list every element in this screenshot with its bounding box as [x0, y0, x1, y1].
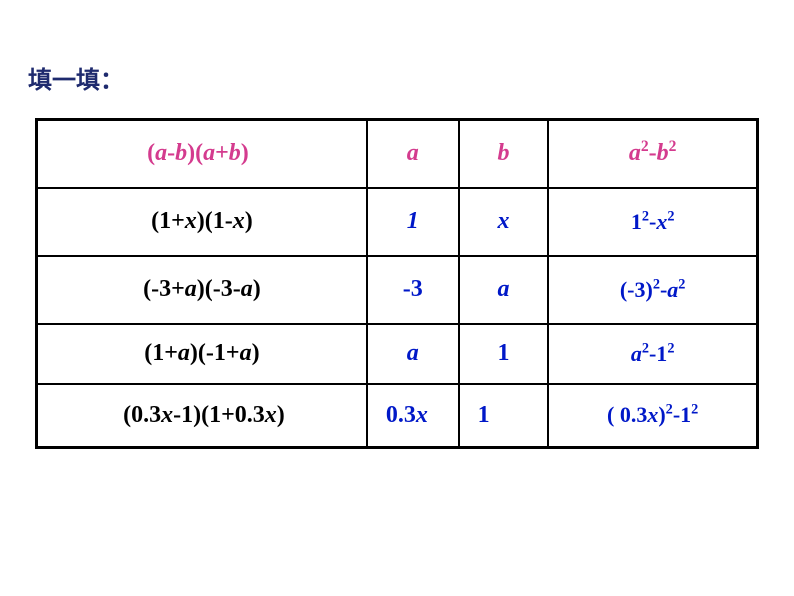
- cell-expression: (a-b)(a+b): [37, 120, 367, 188]
- cell-result: (-3)2-a2: [548, 256, 757, 324]
- cell-expression: (-3+a)(-3-a): [37, 256, 367, 324]
- cell-b: a: [459, 256, 549, 324]
- cell-a: 1: [367, 188, 459, 256]
- cell-result: ( 0.3x)2-12: [548, 384, 757, 448]
- table-row: (a-b)(a+b) a b a2-b2: [37, 120, 758, 188]
- cell-b: b: [459, 120, 549, 188]
- table-row: (-3+a)(-3-a) -3 a (-3)2-a2: [37, 256, 758, 324]
- math-table: (a-b)(a+b) a b a2-b2 (1+x)(1-x) 1 x 12-x…: [35, 118, 759, 449]
- cell-b: 1: [459, 324, 549, 384]
- cell-b: 1: [459, 384, 549, 448]
- table-row: (0.3x-1)(1+0.3x) 0.3x 1 ( 0.3x)2-12: [37, 384, 758, 448]
- cell-b: x: [459, 188, 549, 256]
- cell-result: 12-x2: [548, 188, 757, 256]
- table-row: (1+x)(1-x) 1 x 12-x2: [37, 188, 758, 256]
- cell-expression: (1+x)(1-x): [37, 188, 367, 256]
- cell-a: 0.3x: [367, 384, 459, 448]
- cell-a: a: [367, 324, 459, 384]
- cell-result: a2-b2: [548, 120, 757, 188]
- cell-expression: (1+a)(-1+a): [37, 324, 367, 384]
- cell-a: a: [367, 120, 459, 188]
- cell-expression: (0.3x-1)(1+0.3x): [37, 384, 367, 448]
- cell-a: -3: [367, 256, 459, 324]
- table-row: (1+a)(-1+a) a 1 a2-12: [37, 324, 758, 384]
- page-title: 填一填：: [28, 60, 124, 95]
- cell-result: a2-12: [548, 324, 757, 384]
